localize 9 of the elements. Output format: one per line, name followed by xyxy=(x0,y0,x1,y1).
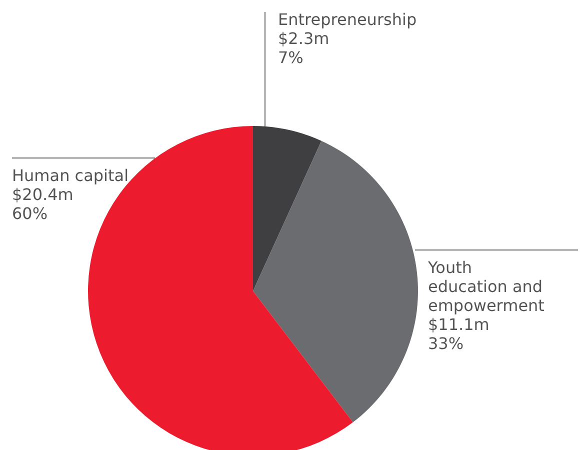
text: 60% xyxy=(12,204,48,223)
slice-label: Entrepreneurship xyxy=(278,10,417,29)
text: 7% xyxy=(278,48,304,67)
data-label: $2.3m xyxy=(278,29,330,48)
text: 33% xyxy=(428,334,464,353)
slice-label: Youth education and empowerment xyxy=(428,258,544,315)
data-label: $11.1m xyxy=(428,315,490,334)
data-label: $20.4m xyxy=(12,185,74,204)
slice-label: Human capital xyxy=(12,166,129,185)
